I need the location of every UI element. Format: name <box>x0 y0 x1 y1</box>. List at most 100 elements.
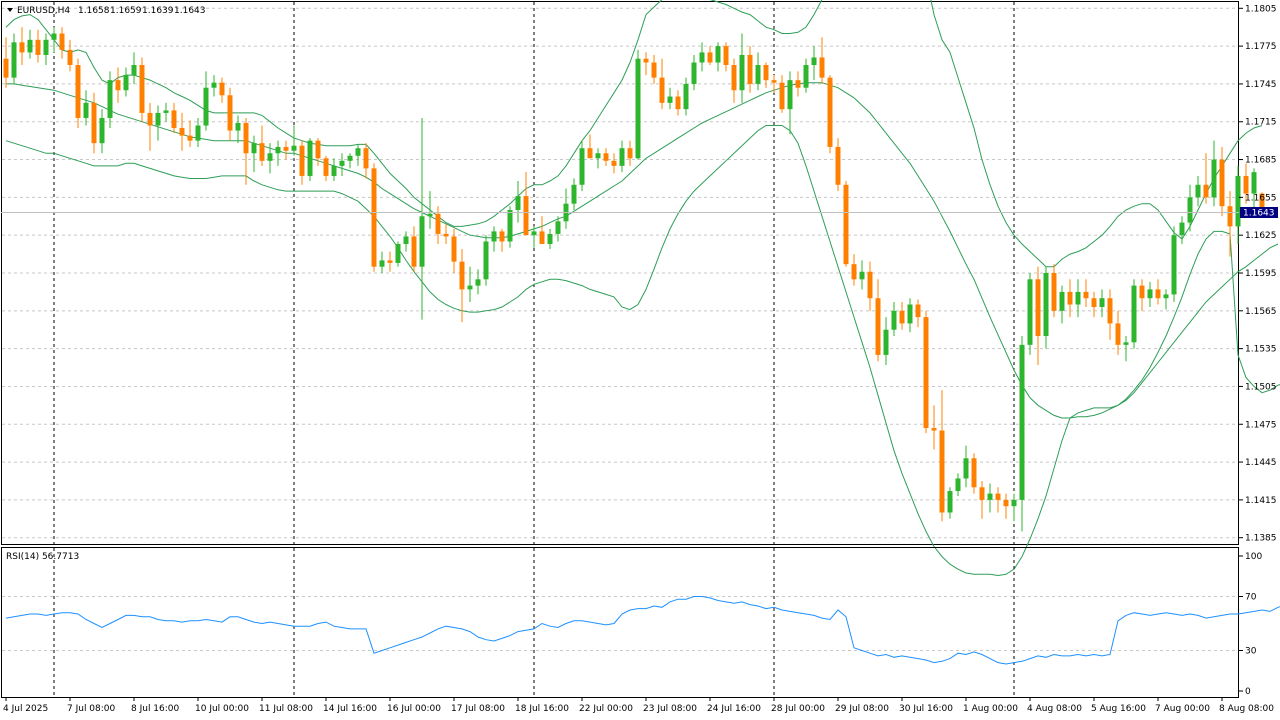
candle[interactable] <box>771 75 777 93</box>
candle[interactable] <box>891 301 897 337</box>
candle[interactable] <box>1003 493 1009 519</box>
candle[interactable] <box>1115 310 1121 355</box>
candle[interactable] <box>523 172 529 236</box>
candle[interactable] <box>1235 165 1241 245</box>
candle[interactable] <box>291 125 297 156</box>
candle[interactable] <box>19 27 25 66</box>
candle[interactable] <box>419 117 425 320</box>
candle[interactable] <box>251 135 257 173</box>
candle[interactable] <box>1075 279 1081 318</box>
candle[interactable] <box>379 251 385 273</box>
candle[interactable] <box>1227 191 1233 257</box>
candle[interactable] <box>1083 279 1089 308</box>
candle[interactable] <box>531 226 537 248</box>
candle[interactable] <box>139 57 145 122</box>
candle[interactable] <box>651 54 657 84</box>
candle[interactable] <box>675 90 681 116</box>
candle[interactable] <box>51 27 57 53</box>
candle[interactable] <box>643 52 649 76</box>
candle[interactable] <box>1211 140 1217 207</box>
dropdown-triangle-icon[interactable] <box>7 8 13 12</box>
candle[interactable] <box>611 153 617 174</box>
candle[interactable] <box>603 148 609 166</box>
candle[interactable] <box>395 241 401 267</box>
candle[interactable] <box>387 251 393 272</box>
candle[interactable] <box>1219 146 1225 217</box>
candle[interactable] <box>1123 336 1129 362</box>
candle[interactable] <box>779 75 785 113</box>
candle[interactable] <box>35 29 41 63</box>
candle[interactable] <box>1163 289 1169 310</box>
candle[interactable] <box>195 117 201 147</box>
candle[interactable] <box>507 206 513 248</box>
candle[interactable] <box>1187 184 1193 232</box>
candle[interactable] <box>955 473 961 497</box>
candle[interactable] <box>667 87 673 110</box>
candle[interactable] <box>731 58 737 103</box>
candle[interactable] <box>659 58 665 110</box>
candle[interactable] <box>683 77 689 116</box>
candle[interactable] <box>579 140 585 192</box>
candle[interactable] <box>451 228 457 273</box>
candle[interactable] <box>363 143 369 179</box>
candle[interactable] <box>67 39 73 72</box>
candle[interactable] <box>691 54 697 91</box>
candle[interactable] <box>1131 279 1137 349</box>
candle[interactable] <box>1107 289 1113 340</box>
candle[interactable] <box>275 140 281 166</box>
candle[interactable] <box>923 310 929 434</box>
candle[interactable] <box>515 180 521 223</box>
candle[interactable] <box>83 90 89 126</box>
candle[interactable] <box>347 153 353 169</box>
candle[interactable] <box>1035 266 1041 366</box>
candle[interactable] <box>979 480 985 519</box>
candle[interactable] <box>707 46 713 66</box>
candle[interactable] <box>1179 216 1185 245</box>
candle[interactable] <box>307 138 313 181</box>
candle[interactable] <box>211 75 217 97</box>
candle[interactable] <box>259 125 265 166</box>
candle[interactable] <box>99 109 105 154</box>
candle[interactable] <box>115 67 121 103</box>
candle[interactable] <box>819 37 825 84</box>
candle[interactable] <box>283 140 289 160</box>
candle[interactable] <box>91 92 97 154</box>
candle[interactable] <box>627 140 633 166</box>
candle[interactable] <box>1099 289 1105 318</box>
candle[interactable] <box>939 390 945 522</box>
candle[interactable] <box>203 71 209 131</box>
candle[interactable] <box>971 453 977 494</box>
candle[interactable] <box>1043 266 1049 349</box>
candle[interactable] <box>467 266 473 302</box>
candle[interactable] <box>763 62 769 88</box>
candle[interactable] <box>75 58 81 129</box>
candle[interactable] <box>499 228 505 252</box>
candle[interactable] <box>483 235 489 286</box>
candle[interactable] <box>867 261 873 311</box>
candle[interactable] <box>755 52 761 91</box>
candle[interactable] <box>907 298 913 333</box>
candle[interactable] <box>883 317 889 366</box>
candle[interactable] <box>147 102 153 151</box>
candle[interactable] <box>547 228 553 250</box>
candle[interactable] <box>571 178 577 210</box>
candle[interactable] <box>331 158 337 181</box>
candle[interactable] <box>1139 279 1145 311</box>
candle[interactable] <box>555 216 561 242</box>
candle[interactable] <box>835 138 841 192</box>
candle[interactable] <box>1027 273 1033 355</box>
candle[interactable] <box>619 140 625 173</box>
candle[interactable] <box>179 112 185 151</box>
candle[interactable] <box>371 163 377 272</box>
candle[interactable] <box>795 71 801 97</box>
candle[interactable] <box>715 42 721 72</box>
candle[interactable] <box>227 87 233 141</box>
candle[interactable] <box>875 279 881 362</box>
candle[interactable] <box>459 249 465 323</box>
candle[interactable] <box>1171 226 1177 302</box>
candle[interactable] <box>1059 285 1065 324</box>
candle[interactable] <box>475 269 481 295</box>
price-pane[interactable]: 1.1805 1.1775 1.1745 1.1715 1.1685 1.1655 1.16… <box>1 0 1280 577</box>
candle[interactable] <box>947 487 953 519</box>
